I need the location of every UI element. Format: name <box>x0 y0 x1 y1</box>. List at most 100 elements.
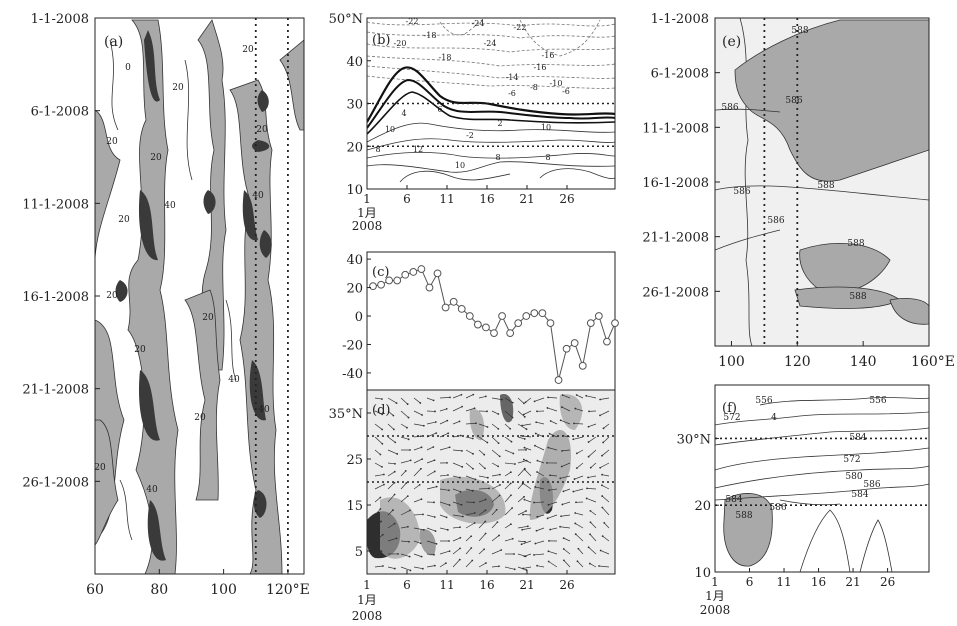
panel-a-contour-label: 20 <box>202 313 214 323</box>
panel-d-wind-vector-head <box>486 442 488 444</box>
panel-b-contour-label: -18 <box>424 31 437 40</box>
panel-d-wind-vector-head <box>434 516 436 518</box>
panel-c-point <box>604 338 611 345</box>
panel-d-wind-vector-head <box>396 453 398 455</box>
panel-d-wind-vector-head <box>523 403 525 405</box>
panel-d-wind-vector-head <box>459 548 461 550</box>
panel-d-wind-vector-head <box>533 502 535 504</box>
panel-d-wind-vector-head <box>409 449 411 451</box>
panel-b-contour-label: 8 <box>495 153 500 162</box>
panel-d-wind-vector-head <box>601 455 603 457</box>
panel-d-wind-vector-head <box>602 535 604 537</box>
panel-d-wind-vector-head <box>499 474 501 476</box>
panel-d-wind-vector-head <box>548 489 550 491</box>
panel-d-wind-vector-head <box>394 471 396 473</box>
panel-e-contour-label: 586 <box>767 216 784 226</box>
panel-d-wind-vector-head <box>586 498 588 500</box>
panel-d-wind-vector-head <box>483 548 485 550</box>
panel-c-point <box>483 324 490 331</box>
panel-e-xtick-label: 140 <box>850 354 877 370</box>
panel-a-contour-label: 0 <box>125 63 131 73</box>
panel-a-contour-label: 20 <box>172 83 184 93</box>
panel-d-wind-vector-head <box>396 537 398 539</box>
panel-d-wind-vector-head <box>447 432 449 434</box>
panel-a-ytick-label: 26-1-2008 <box>22 475 89 490</box>
panel-d-wind-vector-head <box>535 421 537 423</box>
panel-d-wind-vector-head <box>499 455 501 457</box>
panel-d-wind-vector-head <box>433 554 435 556</box>
panel-d-wind-vector-head <box>447 474 449 476</box>
panel-a-ytick-label: 11-1-2008 <box>22 197 89 212</box>
panel-d-wind-vector-head <box>510 494 512 496</box>
panel-d-wind-vector-head <box>379 454 381 456</box>
panel-d-wind-vector-head <box>394 568 396 570</box>
panel-f-contour-label: 556 <box>755 396 772 406</box>
panel-d-wind-vector-head <box>394 441 396 443</box>
panel-d-wind-vector-head <box>409 570 411 572</box>
panel-d-wind-vector-head <box>421 556 423 558</box>
panel-f-ytick-label: 20 <box>694 499 711 514</box>
panel-d-wind-vector-head <box>379 508 381 510</box>
panel-b-contour-label: -10 <box>550 79 563 88</box>
panel-c-point <box>539 310 546 317</box>
panel-d-wind-vector-head <box>524 541 526 543</box>
panel-d-wind-vector-head <box>549 433 551 435</box>
panel-a-contour-label: 20 <box>194 413 206 423</box>
panel-e-ytick-label: 11-1-2008 <box>642 121 709 136</box>
panel-b-axes: 1 6 11 16 21 261月20081020304050°N <box>329 12 575 233</box>
panel-d-xtick-label: 16 <box>479 578 494 592</box>
panel-d-wind-vector-head <box>590 467 592 469</box>
panel-d-wind-vector-head <box>497 521 499 523</box>
panel-a-contour-label: 20 <box>94 463 106 473</box>
panel-d-wind-vector-head <box>449 396 451 398</box>
panel-d-wind-vector-head <box>393 429 395 431</box>
panel-d-wind-vector-head <box>520 435 522 437</box>
panel-e-xtick-label: 100 <box>718 354 745 370</box>
panel-d-wind-vector-head <box>510 482 512 484</box>
panel-b-contour-label: -20 <box>394 39 407 48</box>
panel-c-point <box>555 377 562 384</box>
panel-d-wind-vector-head <box>586 487 588 489</box>
panel-d-wind-vector-head <box>576 467 578 469</box>
panel-d-wind-vector-head <box>449 504 451 506</box>
panel-a-contour-label: 40 <box>252 191 264 201</box>
panel-b-xtick-label: 11 <box>439 192 454 206</box>
panel-c-point <box>466 313 473 320</box>
panel-d-wind-vector-head <box>536 530 538 532</box>
panel-d-wind-vector-head <box>381 429 383 431</box>
panel-a-contour-label: 40 <box>228 375 240 385</box>
panel-d-wind-vector-head <box>514 463 516 465</box>
panel-d-wind-vector-head <box>460 394 462 396</box>
panel-d-wind-vector-head <box>512 417 514 419</box>
panel-a-contour-label: 20 <box>106 137 118 147</box>
panel-d-wind-vector-head <box>381 443 383 445</box>
panel-d-wind-vector-head <box>474 512 476 514</box>
panel-d-wind-vector-head <box>585 395 587 397</box>
panel-c-point <box>499 313 506 320</box>
panel-e-contour-label: 588 <box>817 181 834 191</box>
panel-d-wind-vector-head <box>433 400 435 402</box>
panel-d-wind-vector-head <box>534 400 536 402</box>
panel-d-wind-vector-head <box>436 543 438 545</box>
panel-c-point <box>450 298 457 305</box>
panel-d-wind-vector-head <box>573 423 575 425</box>
panel-d-wind-vector-head <box>407 403 409 405</box>
panel-f-contour-label: 584 <box>725 495 742 505</box>
panel-e-contour-label: 588 <box>847 239 864 249</box>
panel-f-contour-label: 588 <box>735 511 752 521</box>
panel-d-wind-vector-head <box>497 413 499 415</box>
panel-d-wind-vector-head <box>548 561 550 563</box>
panel-c-point <box>587 320 594 327</box>
panel-b-xtick-label: 6 <box>403 192 411 206</box>
panel-e-ytick-label: 21-1-2008 <box>642 231 709 246</box>
panel-b-contour-label: 12 <box>413 145 423 154</box>
panel-d-wind-vector-head <box>575 533 577 535</box>
panel-d-wind-vector-head <box>484 521 486 523</box>
panel-f-contour-label: 584 <box>851 490 868 500</box>
panel-d-wind-vector-head <box>485 509 487 511</box>
panel-d-xtick-label: 6 <box>403 578 411 592</box>
panel-d-wind-vector-head <box>512 538 514 540</box>
panel-d-wind-vector-head <box>484 467 486 469</box>
panel-d-wind-vector-head <box>473 502 475 504</box>
panel-f-contour-label: 586 <box>769 503 786 513</box>
